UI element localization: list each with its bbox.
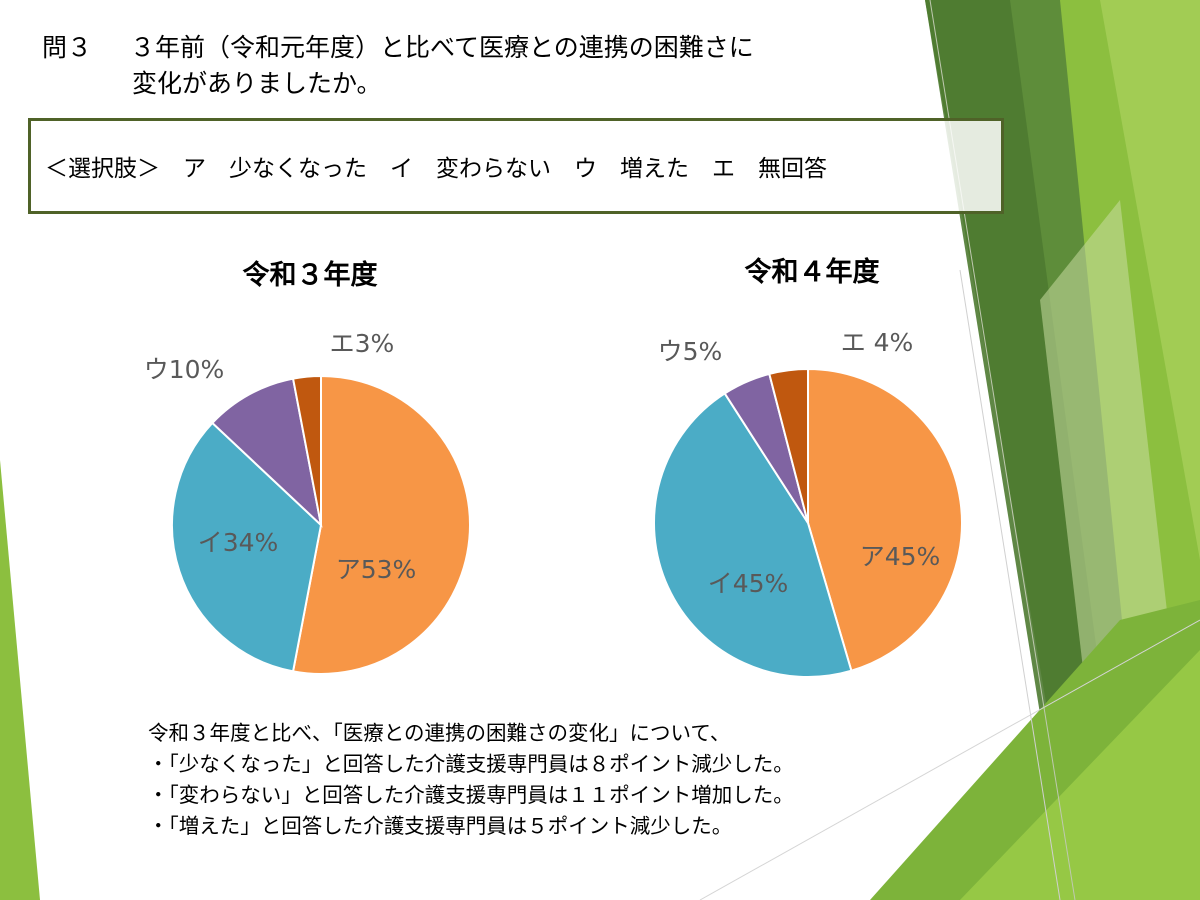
summary-bullet: ・「増えた」と回答した介護支援専門員は５ポイント減少した。 xyxy=(148,814,733,838)
data-label-e: エ3% xyxy=(330,329,395,358)
question-line-1: ３年前（令和元年度）と比べて医療との連携の困難さに xyxy=(130,33,754,62)
choices-box: ＜選択肢＞ ア 少なくなった イ 変わらない ウ 増えた エ 無回答 xyxy=(28,118,1004,214)
summary-text: 令和３年度と比べ、「医療との連携の困難さの変化」について、 ・「少なくなった」と… xyxy=(148,718,794,842)
data-label-e: エ 4% xyxy=(841,328,914,357)
pie-slice-a xyxy=(807,367,963,673)
summary-bullet: ・「少なくなった」と回答した介護支援専門員は８ポイント減少した。 xyxy=(148,752,794,776)
question-number: 問３ xyxy=(42,33,93,62)
data-label-a: ア45% xyxy=(860,542,941,571)
data-label-u: ウ5% xyxy=(658,337,723,366)
pie-slice-e xyxy=(768,367,809,524)
pie-slice-u xyxy=(210,377,323,528)
data-label-i: イ34% xyxy=(198,528,279,557)
chart-title-r4: 令和４年度 xyxy=(744,257,880,288)
summary-lead: 令和３年度と比べ、「医療との連携の困難さの変化」について、 xyxy=(148,721,731,745)
question-text: 問３ ３年前（令和元年度）と比べて医療との連携の困難さに 変化がありましたか。 xyxy=(42,30,754,102)
pie-slice-a xyxy=(291,374,471,675)
chart-title-r3: 令和３年度 xyxy=(242,260,378,291)
pie-slice-i xyxy=(653,392,853,678)
data-label-a: ア53% xyxy=(336,555,417,584)
data-label-i: イ45% xyxy=(708,569,789,598)
question-line-2: 変化がありましたか。 xyxy=(132,69,382,98)
pie-slice-e xyxy=(291,374,322,526)
data-label-u: ウ10% xyxy=(144,355,225,384)
pie-slice-i xyxy=(171,421,323,673)
summary-bullet: ・「変わらない」と回答した介護支援専門員は１１ポイント増加した。 xyxy=(148,783,794,807)
